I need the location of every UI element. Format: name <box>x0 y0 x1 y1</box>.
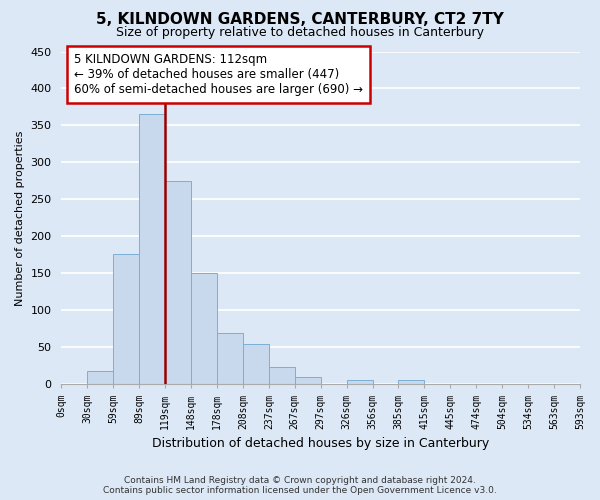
Bar <box>191 272 217 384</box>
Text: Contains public sector information licensed under the Open Government Licence v3: Contains public sector information licen… <box>103 486 497 495</box>
Text: 5 KILNDOWN GARDENS: 112sqm
← 39% of detached houses are smaller (447)
60% of sem: 5 KILNDOWN GARDENS: 112sqm ← 39% of deta… <box>74 53 364 96</box>
Bar <box>347 380 373 384</box>
Bar <box>113 254 139 384</box>
Bar <box>269 366 295 384</box>
Bar <box>165 181 191 384</box>
Bar <box>88 371 113 384</box>
Bar <box>398 380 424 384</box>
Text: 5, KILNDOWN GARDENS, CANTERBURY, CT2 7TY: 5, KILNDOWN GARDENS, CANTERBURY, CT2 7TY <box>96 12 504 28</box>
Text: Contains HM Land Registry data © Crown copyright and database right 2024.: Contains HM Land Registry data © Crown c… <box>124 476 476 485</box>
Bar <box>295 377 321 384</box>
Bar <box>217 332 243 384</box>
X-axis label: Distribution of detached houses by size in Canterbury: Distribution of detached houses by size … <box>152 437 490 450</box>
Bar <box>243 344 269 384</box>
Y-axis label: Number of detached properties: Number of detached properties <box>15 130 25 306</box>
Bar <box>139 114 165 384</box>
Text: Size of property relative to detached houses in Canterbury: Size of property relative to detached ho… <box>116 26 484 39</box>
